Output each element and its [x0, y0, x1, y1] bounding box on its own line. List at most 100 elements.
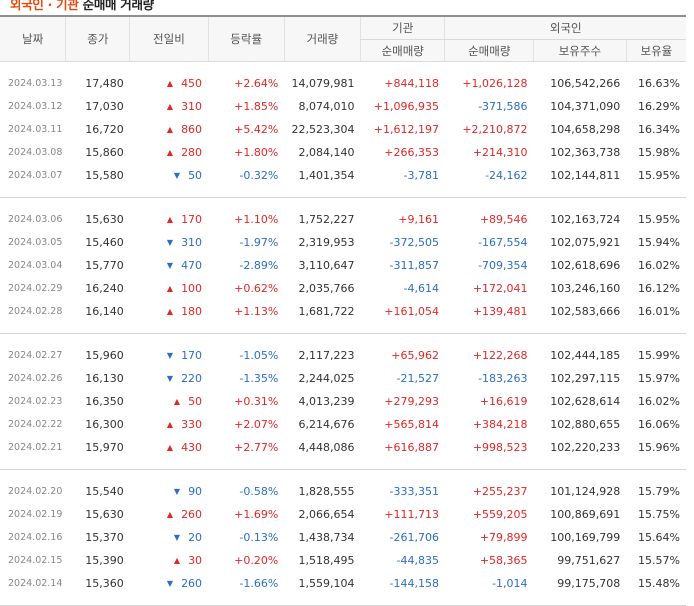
- change-value: 170: [181, 213, 203, 226]
- triangle-down-icon: ▼: [166, 238, 174, 247]
- close-cell: 16,130: [85, 372, 124, 385]
- change-cell: ▲ 860: [130, 118, 208, 141]
- close-cell: 15,390: [85, 554, 124, 567]
- rate-cell: -0.13%: [239, 531, 279, 544]
- foreign-net-cell: +214,310: [472, 146, 528, 159]
- table-row: 2024.03.13 17,480 ▲ 450 +2.64% 14,079,981 +844…: [0, 72, 686, 95]
- change-cell: ▼ 50: [130, 164, 208, 187]
- foreign-net-cell: +1,026,128: [462, 77, 528, 90]
- header-change: 전일비: [129, 16, 209, 62]
- close-cell: 16,720: [85, 123, 124, 136]
- foreign-net-cell: +79,899: [479, 531, 528, 544]
- institution-net-cell: -4,614: [403, 282, 439, 295]
- table-row: 2024.02.23 16,350 ▲ 50 +0.31% 4,013,239 +279,2…: [0, 390, 686, 413]
- volume-cell: 1,401,354: [298, 169, 355, 182]
- change-cell: ▼ 220: [130, 367, 208, 390]
- close-cell: 15,770: [85, 259, 124, 272]
- holdings-cell: 102,583,666: [550, 305, 621, 318]
- date-cell: 2024.02.23: [8, 396, 63, 407]
- header-volume: 거래량: [283, 16, 361, 62]
- close-cell: 16,240: [85, 282, 124, 295]
- date-cell: 2024.03.11: [8, 124, 63, 135]
- change-value: 470: [181, 259, 203, 272]
- spacer-row: [0, 198, 686, 209]
- group-separator: [0, 323, 686, 334]
- rate-cell: +2.64%: [234, 77, 279, 90]
- header-foreign: 외국인: [444, 16, 686, 40]
- holding-ratio-cell: 15.64%: [638, 531, 680, 544]
- volume-cell: 6,214,676: [298, 418, 355, 431]
- close-cell: 15,360: [85, 577, 124, 590]
- date-cell: 2024.02.19: [8, 509, 63, 520]
- close-cell: 15,630: [85, 213, 124, 226]
- table-row: 2024.03.05 15,460 ▼ 310 -1.97% 2,319,953 -372,…: [0, 231, 686, 254]
- date-cell: 2024.02.16: [8, 532, 63, 543]
- triangle-up-icon: ▲: [166, 215, 174, 224]
- close-cell: 15,630: [85, 508, 124, 521]
- table-row: 2024.03.06 15,630 ▲ 170 +1.10% 1,752,227 +9,16…: [0, 208, 686, 231]
- holding-ratio-cell: 16.12%: [638, 282, 680, 295]
- rate-cell: +1.69%: [234, 508, 279, 521]
- close-cell: 15,540: [85, 485, 124, 498]
- date-cell: 2024.02.20: [8, 486, 63, 497]
- change-value: 50: [188, 395, 203, 408]
- change-cell: ▲ 430: [130, 436, 208, 459]
- change-value: 100: [181, 282, 203, 295]
- rate-cell: -1.97%: [239, 236, 279, 249]
- foreign-net-cell: +255,237: [472, 485, 528, 498]
- holdings-cell: 104,658,298: [550, 123, 621, 136]
- holdings-cell: 101,124,928: [550, 485, 621, 498]
- change-value: 310: [181, 100, 203, 113]
- institution-net-cell: -372,505: [389, 236, 439, 249]
- rate-cell: +2.07%: [234, 418, 279, 431]
- foreign-net-cell: +998,523: [472, 441, 528, 454]
- volume-cell: 1,681,722: [298, 305, 355, 318]
- triangle-up-icon: ▲: [166, 443, 174, 452]
- change-cell: ▼ 310: [130, 231, 208, 254]
- holding-ratio-cell: 15.75%: [638, 508, 680, 521]
- table-row: 2024.02.28 16,140 ▲ 180 +1.13% 1,681,722 +161,…: [0, 300, 686, 323]
- close-cell: 15,460: [85, 236, 124, 249]
- volume-cell: 1,752,227: [298, 213, 355, 226]
- holdings-cell: 102,618,696: [550, 259, 621, 272]
- volume-cell: 2,319,953: [298, 236, 355, 249]
- foreign-net-cell: +172,041: [472, 282, 528, 295]
- foreign-net-cell: +139,481: [472, 305, 528, 318]
- change-cell: ▼ 170: [130, 344, 208, 367]
- change-cell: ▲ 30: [130, 549, 208, 572]
- table-row: 2024.02.15 15,390 ▲ 30 +0.20% 1,518,495 -44,83…: [0, 549, 686, 572]
- volume-cell: 14,079,981: [291, 77, 355, 90]
- foreign-net-cell: -709,354: [478, 259, 528, 272]
- institution-net-cell: -333,351: [389, 485, 439, 498]
- foreign-net-cell: -167,554: [478, 236, 528, 249]
- close-cell: 17,480: [85, 77, 124, 90]
- table-body: 2024.03.13 17,480 ▲ 450 +2.64% 14,079,981 +844…: [0, 62, 686, 606]
- holding-ratio-cell: 15.79%: [638, 485, 680, 498]
- date-cell: 2024.02.28: [8, 306, 63, 317]
- triangle-down-icon: ▼: [166, 351, 174, 360]
- spacer-row: [0, 334, 686, 345]
- holding-ratio-cell: 16.06%: [638, 418, 680, 431]
- foreign-net-cell: +384,218: [472, 418, 528, 431]
- holdings-cell: 102,144,811: [550, 169, 621, 182]
- holdings-cell: 103,246,160: [550, 282, 621, 295]
- header-close: 종가: [65, 16, 130, 62]
- foreign-net-cell: +58,365: [479, 554, 528, 567]
- rate-cell: -2.89%: [239, 259, 279, 272]
- change-cell: ▼ 20: [130, 526, 208, 549]
- holding-ratio-cell: 16.29%: [638, 100, 680, 113]
- close-cell: 16,350: [85, 395, 124, 408]
- volume-cell: 8,074,010: [298, 100, 355, 113]
- holding-ratio-cell: 15.48%: [638, 577, 680, 590]
- close-cell: 15,370: [85, 531, 124, 544]
- close-cell: 16,140: [85, 305, 124, 318]
- triangle-up-icon: ▲: [166, 284, 174, 293]
- date-cell: 2024.02.27: [8, 350, 63, 361]
- institution-net-cell: +1,612,197: [373, 123, 439, 136]
- change-cell: ▲ 330: [130, 413, 208, 436]
- institution-net-cell: +1,096,935: [373, 100, 439, 113]
- triangle-down-icon: ▼: [173, 171, 181, 180]
- table-row: 2024.02.22 16,300 ▲ 330 +2.07% 6,214,676 +565,…: [0, 413, 686, 436]
- triangle-up-icon: ▲: [173, 397, 181, 406]
- rate-cell: +1.85%: [234, 100, 279, 113]
